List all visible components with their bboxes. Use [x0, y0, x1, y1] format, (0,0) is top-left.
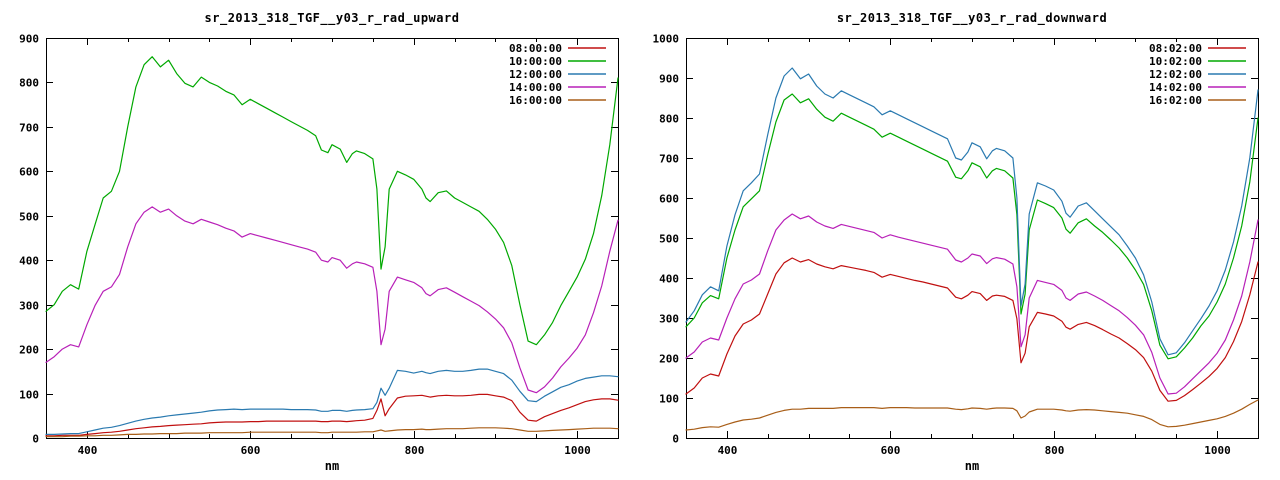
x-tick-label: 800	[1045, 444, 1065, 457]
x-tick-label: 1000	[1204, 444, 1231, 457]
y-tick-label: 300	[19, 300, 39, 313]
chart-title-upward: sr_2013_318_TGF__y03_r_rad_upward	[204, 11, 460, 25]
y-tick-label: 400	[19, 255, 39, 268]
series-line-120200	[685, 67, 1259, 356]
legend-label: 10:00:00	[509, 55, 562, 68]
y-tick-label: 900	[659, 73, 679, 86]
y-tick-label: 600	[19, 166, 39, 179]
y-tick-label: 400	[659, 273, 679, 286]
chart-title-downward: sr_2013_318_TGF__y03_r_rad_downward	[836, 11, 1108, 25]
legend-label: 12:00:00	[509, 68, 562, 81]
legend-label: 12:02:00	[1149, 68, 1202, 81]
chart-plot-upward: 0 100 200 300 400 500 600 700 800 900 400 600 800 100…	[19, 33, 619, 457]
chart-plot-downward: 0 100 200 300 400 500 600 700 800 900 1000 400 600 80…	[653, 33, 1259, 457]
x-tick-label: 1000	[564, 444, 591, 457]
y-tick-label: 800	[19, 77, 39, 90]
y-tick-label: 200	[19, 344, 39, 357]
series-line-120000	[45, 368, 619, 435]
legend-label: 14:02:00	[1149, 81, 1202, 94]
legend-label: 14:00:00	[509, 81, 562, 94]
legend-label: 08:02:00	[1149, 42, 1202, 55]
y-tick-label: 800	[659, 113, 679, 126]
x-tick-label: 600	[241, 444, 261, 457]
y-tick-label: 0	[672, 433, 679, 446]
series-line-160200	[685, 399, 1259, 431]
y-tick-label: 900	[19, 33, 39, 46]
legend-label: 16:02:00	[1149, 94, 1202, 107]
y-tick-label: 100	[659, 393, 679, 406]
series-line-100200	[685, 93, 1259, 360]
legend-label: 10:02:00	[1149, 55, 1202, 68]
plot-root: 0 100 200 300 400 500 600 700 800 900 400 600 800 100…	[19, 33, 619, 457]
y-tick-label: 600	[659, 193, 679, 206]
series-line-140200	[685, 213, 1259, 395]
series-line-160000	[45, 427, 619, 438]
y-tick-label: 300	[659, 313, 679, 326]
y-tick-label: 500	[19, 211, 39, 224]
legend-label: 16:00:00	[509, 94, 562, 107]
y-tick-label: 100	[19, 389, 39, 402]
chart-panel-downward: 0 100 200 300 400 500 600 700 800 900 1000 400 600 80…	[640, 0, 1280, 480]
plot-root: 0 100 200 300 400 500 600 700 800 900 1000 400 600 80…	[653, 33, 1259, 457]
y-tick-label: 700	[19, 122, 39, 135]
series-line-100000	[45, 56, 619, 346]
series-line-080000	[45, 393, 619, 437]
legend-label: 08:00:00	[509, 42, 562, 55]
x-tick-label: 400	[78, 444, 98, 457]
x-tick-label: 800	[405, 444, 425, 457]
x-axis-label-downward: nm	[964, 459, 980, 473]
x-tick-label: 400	[718, 444, 738, 457]
y-tick-label: 700	[659, 153, 679, 166]
series-line-140000	[45, 206, 619, 394]
x-axis-label-upward: nm	[324, 459, 340, 473]
series-line-080200	[685, 257, 1259, 402]
y-tick-label: 500	[659, 233, 679, 246]
y-tick-label: 200	[659, 353, 679, 366]
y-tick-label: 0	[32, 433, 39, 446]
y-tick-label: 1000	[653, 33, 680, 46]
chart-panel-upward: 0 100 200 300 400 500 600 700 800 900 400 600 800 100…	[19, 11, 619, 473]
x-tick-label: 600	[881, 444, 901, 457]
